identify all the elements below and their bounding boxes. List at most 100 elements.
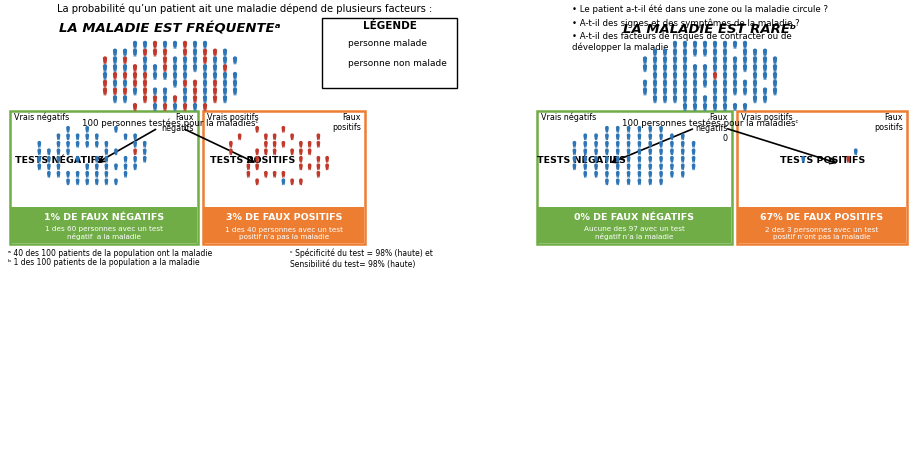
Circle shape <box>133 65 136 68</box>
Polygon shape <box>123 91 126 93</box>
Circle shape <box>673 80 675 83</box>
Circle shape <box>86 141 88 144</box>
Polygon shape <box>273 136 276 138</box>
Polygon shape <box>703 68 706 70</box>
Circle shape <box>584 171 585 174</box>
Circle shape <box>713 80 716 83</box>
FancyBboxPatch shape <box>10 111 198 244</box>
Polygon shape <box>723 52 725 54</box>
Circle shape <box>616 127 618 129</box>
Polygon shape <box>573 144 575 146</box>
Circle shape <box>76 179 79 181</box>
Polygon shape <box>663 52 665 54</box>
Polygon shape <box>659 129 662 130</box>
Circle shape <box>193 80 196 83</box>
Polygon shape <box>317 166 319 168</box>
Polygon shape <box>114 91 116 93</box>
Polygon shape <box>653 60 655 62</box>
Circle shape <box>104 72 107 75</box>
Circle shape <box>673 49 675 52</box>
Polygon shape <box>649 129 651 130</box>
Text: 1 des 40 personnes avec un test
positif n’a pas la maladie: 1 des 40 personnes avec un test positif … <box>225 227 343 240</box>
Circle shape <box>693 88 696 91</box>
Circle shape <box>233 57 236 60</box>
Text: 2 des 3 personnes avec un test
positif n’ont pas la maladie: 2 des 3 personnes avec un test positif n… <box>765 227 878 240</box>
Polygon shape <box>670 174 673 176</box>
Circle shape <box>273 149 276 151</box>
Text: TESTS NÉGATIFS: TESTS NÉGATIFS <box>15 156 104 165</box>
Polygon shape <box>194 99 196 101</box>
Polygon shape <box>743 106 745 109</box>
Polygon shape <box>282 129 284 130</box>
Circle shape <box>273 134 276 137</box>
Circle shape <box>238 134 241 137</box>
Circle shape <box>649 179 651 181</box>
Circle shape <box>308 164 311 167</box>
Text: LÉGENDE: LÉGENDE <box>362 21 416 31</box>
Polygon shape <box>692 159 694 161</box>
FancyBboxPatch shape <box>322 18 457 88</box>
Polygon shape <box>143 75 146 78</box>
Polygon shape <box>627 166 629 168</box>
Polygon shape <box>606 181 607 183</box>
Polygon shape <box>184 91 187 93</box>
Text: personne non malade: personne non malade <box>347 59 447 68</box>
Polygon shape <box>213 75 216 78</box>
Circle shape <box>115 179 117 181</box>
Circle shape <box>105 149 108 151</box>
Circle shape <box>627 179 629 181</box>
Circle shape <box>133 41 136 44</box>
Circle shape <box>743 49 745 52</box>
Circle shape <box>174 96 176 99</box>
Circle shape <box>184 104 187 107</box>
Polygon shape <box>693 99 696 101</box>
Circle shape <box>308 141 311 144</box>
Polygon shape <box>96 159 97 161</box>
Polygon shape <box>230 151 232 153</box>
Circle shape <box>317 134 319 137</box>
Polygon shape <box>300 166 301 168</box>
Polygon shape <box>76 181 79 183</box>
Circle shape <box>213 96 216 99</box>
Circle shape <box>317 157 319 159</box>
Circle shape <box>670 157 673 159</box>
Polygon shape <box>683 91 686 93</box>
Polygon shape <box>773 60 776 62</box>
Polygon shape <box>114 75 116 78</box>
Polygon shape <box>290 151 293 153</box>
Polygon shape <box>732 68 735 70</box>
Polygon shape <box>317 136 319 138</box>
Polygon shape <box>653 52 655 54</box>
Circle shape <box>308 149 311 151</box>
Polygon shape <box>681 174 683 176</box>
Polygon shape <box>723 91 725 93</box>
Circle shape <box>723 65 726 68</box>
Circle shape <box>663 49 665 52</box>
Polygon shape <box>255 181 258 183</box>
Polygon shape <box>164 52 166 54</box>
Circle shape <box>692 149 694 151</box>
Circle shape <box>616 171 618 174</box>
Circle shape <box>76 134 79 137</box>
Circle shape <box>86 127 88 129</box>
Circle shape <box>723 80 726 83</box>
Circle shape <box>670 149 673 151</box>
Polygon shape <box>692 144 694 146</box>
Circle shape <box>203 88 206 91</box>
Polygon shape <box>184 75 187 78</box>
Circle shape <box>681 134 683 137</box>
Circle shape <box>134 141 136 144</box>
Circle shape <box>638 157 640 159</box>
Polygon shape <box>164 44 166 47</box>
Circle shape <box>123 65 126 68</box>
Circle shape <box>683 88 686 91</box>
Circle shape <box>659 149 662 151</box>
Polygon shape <box>683 44 686 47</box>
Circle shape <box>48 164 50 167</box>
Circle shape <box>153 104 156 107</box>
Circle shape <box>673 41 675 44</box>
Circle shape <box>193 88 196 91</box>
Circle shape <box>133 80 136 83</box>
Polygon shape <box>124 174 127 176</box>
Circle shape <box>652 80 655 83</box>
